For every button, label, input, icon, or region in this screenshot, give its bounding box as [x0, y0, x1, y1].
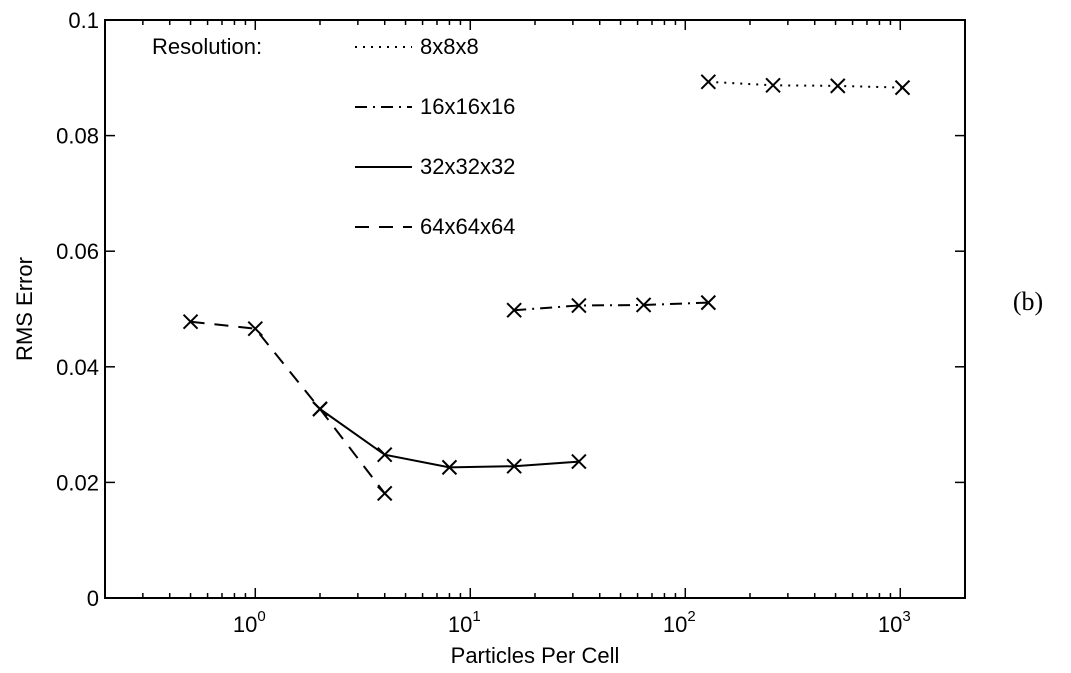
y-tick-label: 0.04 [56, 355, 99, 380]
legend-title: Resolution: [152, 34, 262, 59]
data-point [312, 401, 328, 417]
x-axis-label: Particles Per Cell [451, 643, 620, 668]
y-axis: 0 0.02 0.04 0.06 0.08 0.1 [56, 8, 965, 611]
legend-entry-label: 64x64x64 [420, 214, 515, 239]
data-point [571, 297, 587, 314]
data-point [571, 453, 587, 470]
data-point [830, 78, 846, 94]
x-axis: 100 101 102 103 [104, 20, 966, 637]
y-tick-label: 0.08 [56, 124, 99, 149]
series-32x32x32 [312, 401, 587, 476]
legend: Resolution: 8x8x8 16x16x16 32x32x32 64x64x6… [152, 34, 515, 239]
x-tick-label: 103 [878, 608, 911, 637]
data-point [377, 446, 393, 463]
y-tick-label: 0.02 [56, 470, 99, 495]
data-point [765, 77, 781, 94]
plot-frame [104, 19, 966, 599]
series-line [319, 408, 579, 469]
data-point [441, 459, 458, 476]
x-tick-base: 10 [663, 612, 687, 637]
data-point [247, 320, 263, 337]
x-tick-base: 10 [233, 612, 257, 637]
data-point [894, 79, 911, 96]
x-tick-exponent: 2 [687, 608, 695, 625]
y-tick-label: 0 [87, 586, 99, 611]
y-axis-label: RMS Error [12, 257, 37, 361]
data-point [506, 458, 522, 474]
y-tick-label: 0.06 [56, 239, 99, 264]
y-tick-label: 0.1 [68, 8, 99, 33]
series-16x16x16 [506, 294, 717, 318]
series-line [190, 320, 386, 495]
data-point [635, 297, 652, 313]
series-layer [182, 74, 911, 502]
data-point [506, 302, 522, 318]
legend-entry-label: 16x16x16 [420, 94, 515, 119]
series-line [708, 80, 903, 89]
data-point [377, 485, 393, 502]
data-point [182, 314, 199, 330]
x-tick-label: 101 [448, 608, 481, 637]
x-tick-exponent: 1 [472, 608, 480, 625]
data-point [700, 74, 717, 90]
series-64x64x64 [182, 314, 393, 502]
panel-label: (b) [1013, 287, 1043, 316]
x-tick-base: 10 [878, 612, 902, 637]
legend-entry-label: 32x32x32 [420, 154, 515, 179]
legend-entry-label: 8x8x8 [420, 34, 479, 59]
x-tick-exponent: 0 [257, 608, 265, 625]
x-tick-label: 100 [233, 608, 266, 637]
x-tick-label: 102 [663, 608, 696, 637]
series-line [514, 301, 709, 312]
x-tick-exponent: 3 [902, 608, 910, 625]
series-8x8x8 [700, 74, 911, 96]
data-point [700, 294, 717, 311]
x-tick-base: 10 [448, 612, 472, 637]
